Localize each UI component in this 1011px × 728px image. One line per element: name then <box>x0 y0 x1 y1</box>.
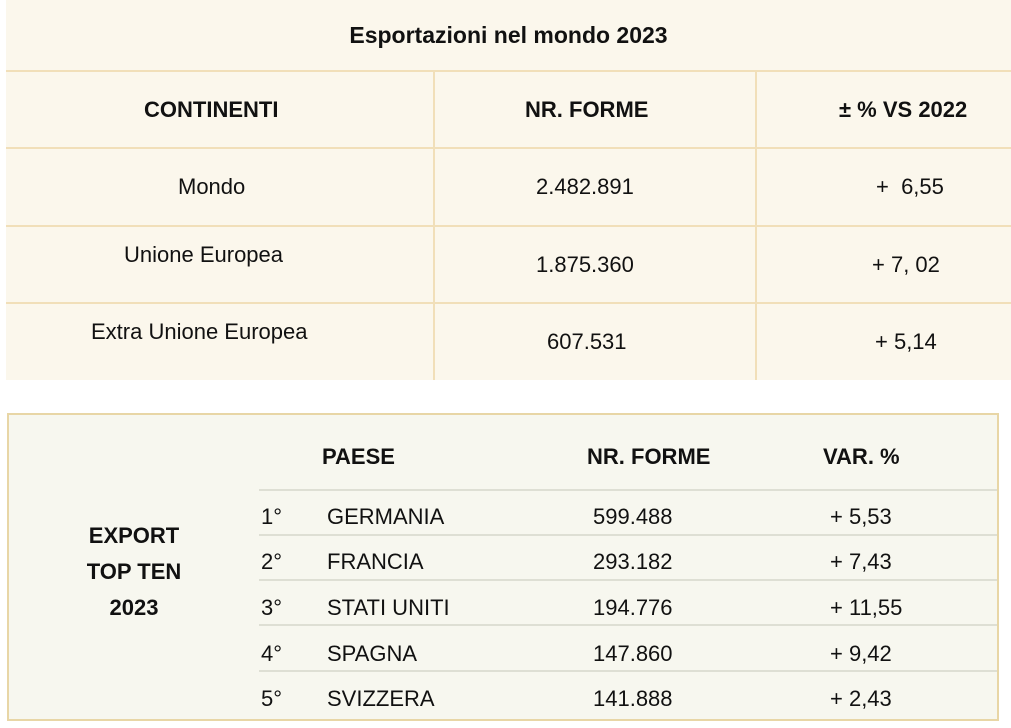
row-area: Extra Unione Europea <box>91 319 308 344</box>
row-rank: 1° <box>261 504 283 529</box>
row-forms: 599.488 <box>593 504 673 529</box>
row-rank: 3° <box>261 595 283 620</box>
header-nr-forme: NR. FORME <box>587 444 711 469</box>
row-country: FRANCIA <box>327 549 424 574</box>
row-country: SVIZZERA <box>327 686 435 711</box>
header-var-percent: VAR. % <box>823 444 900 469</box>
export-world-table: Esportazioni nel mondo 2023 CONTINENTI N… <box>6 0 1011 380</box>
row-country: GERMANIA <box>327 504 445 529</box>
row-change: + 2,43 <box>830 686 892 711</box>
row-forms: 147.860 <box>593 641 673 666</box>
row-country: STATI UNITI <box>327 595 450 620</box>
row-forms: 607.531 <box>547 329 627 354</box>
row-forms: 141.888 <box>593 686 673 711</box>
row-divider <box>6 70 1011 72</box>
column-divider <box>755 71 757 380</box>
row-divider <box>259 670 997 672</box>
row-rank: 4° <box>261 641 283 666</box>
header-nr-forme: NR. FORME <box>525 96 649 122</box>
side-label-line: EXPORT <box>88 523 180 548</box>
row-divider <box>6 225 1011 227</box>
row-divider <box>6 302 1011 304</box>
side-label-line: TOP TEN <box>86 559 182 584</box>
row-divider <box>259 624 997 626</box>
header-change-vs-2022: ± % VS 2022 <box>839 96 968 122</box>
row-forms: 2.482.891 <box>536 174 634 199</box>
row-divider <box>6 147 1011 149</box>
row-area: Mondo <box>178 174 246 199</box>
row-country: SPAGNA <box>327 641 418 666</box>
header-paese: PAESE <box>322 444 395 469</box>
row-divider <box>259 579 997 581</box>
row-forms: 1.875.360 <box>536 252 634 277</box>
row-change: + 5,53 <box>830 504 892 529</box>
row-change: + 7,43 <box>830 549 892 574</box>
top-ten-label: EXPORT TOP TEN 2023 <box>39 518 229 626</box>
row-divider <box>259 534 997 536</box>
row-forms: 293.182 <box>593 549 673 574</box>
row-rank: 5° <box>261 686 283 711</box>
row-change: + 6,55 <box>876 174 944 199</box>
side-label-line: 2023 <box>109 595 159 620</box>
row-change: + 11,55 <box>830 595 903 620</box>
row-rank: 2° <box>261 549 283 574</box>
row-change: + 9,42 <box>830 641 892 666</box>
row-divider <box>259 489 997 491</box>
row-area: Unione Europea <box>124 242 284 267</box>
column-divider <box>433 71 435 380</box>
export-top-ten-table: EXPORT TOP TEN 2023 PAESE NR. FORME VAR.… <box>7 413 999 721</box>
table-title: Esportazioni nel mondo 2023 <box>349 22 668 48</box>
header-continenti: CONTINENTI <box>144 96 279 122</box>
row-change: + 5,14 <box>875 329 937 354</box>
row-forms: 194.776 <box>593 595 673 620</box>
row-change: + 7, 02 <box>872 252 940 277</box>
